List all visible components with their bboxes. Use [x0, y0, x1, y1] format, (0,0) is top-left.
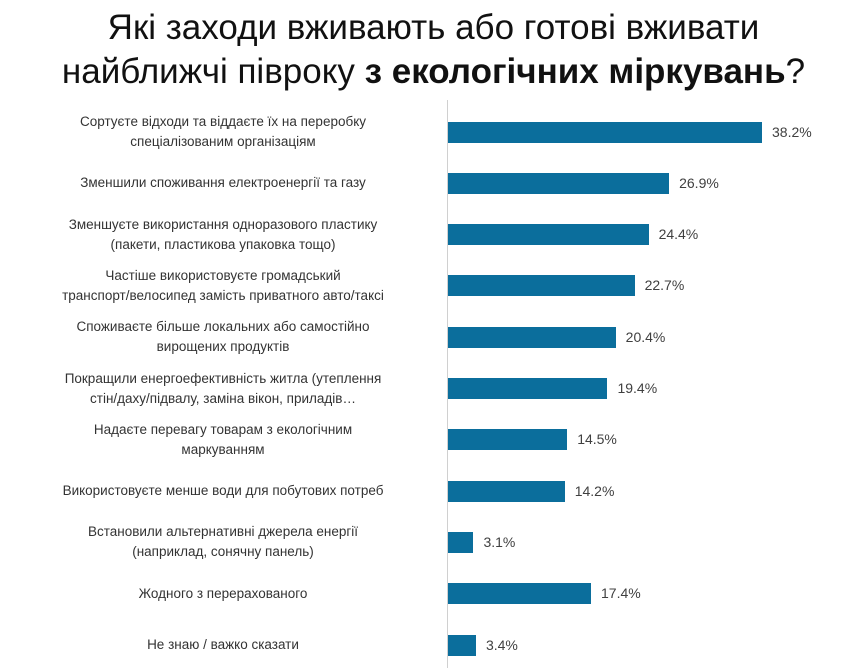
chart-baseline [447, 100, 448, 668]
bar [448, 378, 608, 399]
value-label: 17.4% [601, 585, 641, 602]
category-label: Надаєте перевагу товарам з екологічним м… [93, 421, 353, 457]
value-label: 26.9% [679, 174, 719, 191]
value-label: 3.1% [483, 533, 516, 550]
value-label: 14.2% [574, 482, 615, 499]
chart-row: Споживаєте більше локальних або самостій… [0, 311, 867, 363]
category-label: Не знаю / важко сказати [147, 637, 299, 652]
chart-row: Зменшуєте використання одноразового плас… [0, 209, 867, 261]
category-label: Сортуєте відходи та віддаєте їх на перер… [79, 114, 367, 149]
chart-row: Жодного з перерахованого 17.4% [0, 568, 867, 620]
title-line-2: найближчі півроку з екологічних міркуван… [0, 50, 867, 94]
value-label: 22.7% [644, 277, 685, 294]
chart-row: Надаєте перевагу товарам з екологічним м… [0, 414, 867, 466]
category-label: Споживаєте більше локальних або самостій… [76, 319, 370, 355]
chart-title: Які заходи вживають або готові вживати н… [0, 6, 867, 94]
bar [448, 326, 616, 348]
value-label: 19.4% [617, 380, 658, 396]
category-label: Зменшили споживання електроенергії та га… [80, 175, 366, 191]
bar-chart: Сортуєте відходи та віддаєте їх на перер… [0, 100, 867, 668]
bar [448, 634, 476, 656]
title-line-2-suffix: ? [785, 52, 806, 91]
bar [448, 583, 592, 605]
category-label: Встановили альтернативні джерела енергії… [87, 524, 359, 560]
chart-row: Зменшили споживання електроенергії та га… [0, 157, 867, 209]
chart-row: Покращили енергоефективність житла (утеп… [0, 363, 867, 415]
category-label: Зменшуєте використання одноразового плас… [68, 216, 378, 252]
category-label: Використовуєте менше води для побутових … [62, 483, 384, 499]
chart-row: Використовуєте менше води для побутових … [0, 465, 867, 517]
value-label: 3.4% [485, 636, 518, 653]
chart-row: Встановили альтернативні джерела енергії… [0, 516, 867, 568]
category-label: Покращили енергоефективність житла (утеп… [64, 370, 382, 406]
bar [448, 275, 635, 297]
category-label: Жодного з перерахованого [138, 585, 308, 601]
title-line-1: Які заходи вживають або готові вживати [107, 8, 760, 47]
category-label: Частіше використовуєте громадський транс… [62, 267, 384, 303]
bar [448, 480, 565, 502]
value-label: 24.4% [658, 226, 699, 243]
title-line-2-prefix: найближчі півроку [61, 52, 365, 91]
value-label: 38.2% [772, 123, 812, 140]
chart-row: Сортуєте відходи та віддаєте їх на перер… [0, 106, 867, 158]
bar [448, 172, 670, 194]
chart-row: Частіше використовуєте громадський транс… [0, 260, 867, 312]
bar [448, 429, 568, 451]
bar [448, 224, 649, 246]
bar [448, 531, 474, 553]
value-label: 20.4% [625, 328, 666, 345]
bar [448, 121, 762, 143]
value-label: 14.5% [577, 431, 617, 448]
chart-row: Не знаю / важко сказати 3.4% [0, 619, 867, 671]
title-line-2-bold: з екологічних міркувань [364, 52, 786, 91]
